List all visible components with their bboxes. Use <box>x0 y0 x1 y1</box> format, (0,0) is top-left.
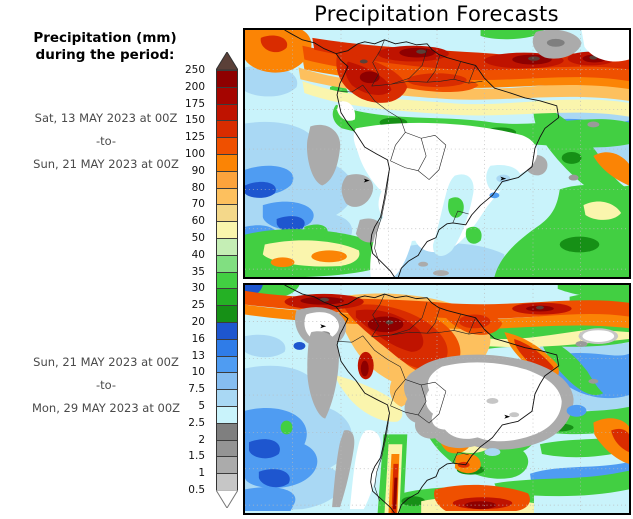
colorbar-tick-label: 1 <box>198 466 205 479</box>
colorbar-tick-label: 2 <box>198 433 205 446</box>
colorbar-cell <box>217 372 237 390</box>
colorbar-tick-label: 175 <box>184 97 205 110</box>
colorbar-tick-label: 60 <box>191 214 205 227</box>
country-borders <box>337 39 483 265</box>
grid-lines <box>245 285 629 513</box>
colorbar-cell <box>217 355 237 373</box>
colorbar-tick-label: 30 <box>191 282 205 295</box>
colorbar-tick-label: 100 <box>184 147 205 160</box>
colorbar-tick-label: 35 <box>191 265 205 278</box>
colorbar-tick-label: 70 <box>191 198 205 211</box>
colorbar-cell <box>217 422 237 440</box>
colorbar-tick-label: 20 <box>191 315 205 328</box>
colorbar-cell <box>217 204 237 222</box>
colorbar-tick-label: 80 <box>191 181 205 194</box>
colorbar-tick-label: 40 <box>191 248 205 261</box>
colorbar-cell <box>217 288 237 306</box>
colorbar-tick-label: 125 <box>184 130 205 143</box>
colorbar-cell <box>217 170 237 188</box>
colorbar-cell <box>217 389 237 406</box>
colorbar-tick-label: 150 <box>184 114 205 127</box>
colorbar-cell <box>217 305 237 322</box>
station-markers <box>363 176 507 183</box>
period-1-from: Sat, 13 MAY 2023 at 00Z <box>34 111 178 125</box>
legend-header: Precipitation (mm) during the period: <box>5 30 205 64</box>
map-panel-1 <box>243 28 631 279</box>
colorbar-tick-label: 10 <box>191 366 205 379</box>
country-borders <box>337 294 482 501</box>
period-2-to: Mon, 29 MAY 2023 at 00Z <box>31 401 181 415</box>
period-1: Sat, 13 MAY 2023 at 00Z -to- Sun, 21 MAY… <box>0 111 212 171</box>
colorbar-tick-label: 90 <box>191 164 205 177</box>
colorbar-tick-label: 50 <box>191 231 205 244</box>
colorbar-cell <box>217 338 237 356</box>
colorbar-tick-label: 7.5 <box>188 382 205 395</box>
colorbar-cell <box>217 103 237 121</box>
precipitation-map-week1 <box>245 30 629 277</box>
colorbar-cell <box>217 271 237 289</box>
colorbar-cell <box>217 254 237 272</box>
colorbar-cell <box>217 86 237 104</box>
coastline <box>285 285 559 513</box>
colorbar-cell <box>217 221 237 238</box>
colorbar-cell <box>217 405 237 423</box>
coastline <box>284 30 560 277</box>
period-2-separator: -to- <box>95 378 117 392</box>
colorbar-cell <box>217 70 237 87</box>
period-1-to: Sun, 21 MAY 2023 at 00Z <box>33 157 179 171</box>
colorbar-cell <box>217 137 237 154</box>
colorbar-cell <box>217 456 237 474</box>
colorbar-tick-label: 250 <box>184 63 205 76</box>
colorbar-tick-label: 0.5 <box>188 483 205 496</box>
precipitation-map-week2 <box>245 285 629 513</box>
colorbar-overflow-arrow <box>216 52 238 70</box>
colorbar-cell <box>217 237 237 255</box>
station-markers <box>320 324 511 419</box>
colorbar-cell <box>217 321 237 339</box>
period-1-separator: -to- <box>95 134 117 148</box>
colorbar-cell <box>217 153 237 171</box>
colorbar-tick-label: 16 <box>191 332 205 345</box>
colorbar-cell <box>217 473 237 490</box>
colorbar-labels: 250 200 175 150 125 100 90 80 70 60 50 40 35 30 25 20 16… <box>166 64 210 496</box>
colorbar-cell <box>217 439 237 457</box>
legend-header-line1: Precipitation (mm) <box>33 30 177 46</box>
period-2-from: Sun, 21 MAY 2023 at 00Z <box>33 355 179 369</box>
period-2: Sun, 21 MAY 2023 at 00Z -to- Mon, 29 MAY… <box>0 355 212 415</box>
colorbar-cell <box>217 120 237 138</box>
colorbar-tick-label: 200 <box>184 80 205 93</box>
page-title: Precipitation Forecasts <box>314 2 559 26</box>
map-panel-2 <box>243 283 631 515</box>
colorbar-tick-label: 2.5 <box>188 416 205 429</box>
colorbar <box>216 52 238 508</box>
colorbar-cell <box>217 187 237 205</box>
colorbar-tick-label: 13 <box>191 349 205 362</box>
colorbar-tick-label: 5 <box>198 399 205 412</box>
colorbar-underflow-arrow <box>216 489 238 508</box>
colorbar-tick-label: 25 <box>191 298 205 311</box>
legend-header-line2: during the period: <box>35 47 175 63</box>
colorbar-cells <box>216 70 238 490</box>
colorbar-tick-label: 1.5 <box>188 450 205 463</box>
